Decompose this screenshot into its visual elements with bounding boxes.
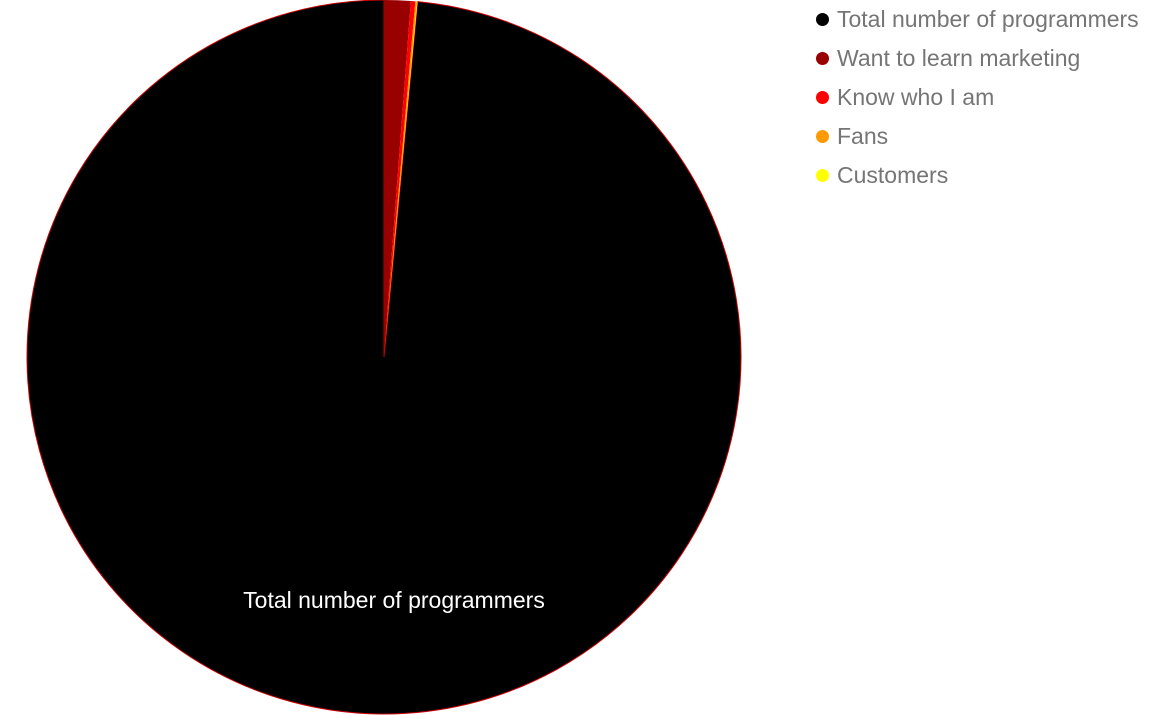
legend-dot-icon (816, 52, 829, 65)
legend-item[interactable]: Know who I am (816, 78, 1139, 117)
legend-label: Customers (837, 162, 949, 188)
pie-slice-4[interactable] (384, 1, 418, 357)
legend-label: Know who I am (837, 84, 995, 110)
legend-dot-icon (816, 91, 829, 104)
pie-slice-1[interactable] (384, 0, 411, 357)
legend-dot-icon (816, 13, 829, 26)
legend-label: Fans (837, 123, 889, 149)
slice-label-total-programmers: Total number of programmers (243, 587, 545, 613)
pie-slice-3[interactable] (384, 1, 417, 357)
legend-label: Total number of programmers (837, 6, 1139, 32)
legend-item[interactable]: Customers (816, 156, 1139, 195)
legend-dot-icon (816, 130, 829, 143)
pie-slice-0[interactable] (26, 0, 742, 715)
pie-chart: Total number of programmers (26, 0, 742, 715)
pie-slice-2[interactable] (384, 1, 416, 357)
legend-label: Want to learn marketing (837, 45, 1081, 71)
legend-item[interactable]: Want to learn marketing (816, 39, 1139, 78)
legend-item[interactable]: Fans (816, 117, 1139, 156)
pie-slices (26, 0, 742, 715)
legend-dot-icon (816, 169, 829, 182)
legend-item[interactable]: Total number of programmers (816, 0, 1139, 39)
chart-legend: Total number of programmers Want to lear… (816, 0, 1139, 195)
